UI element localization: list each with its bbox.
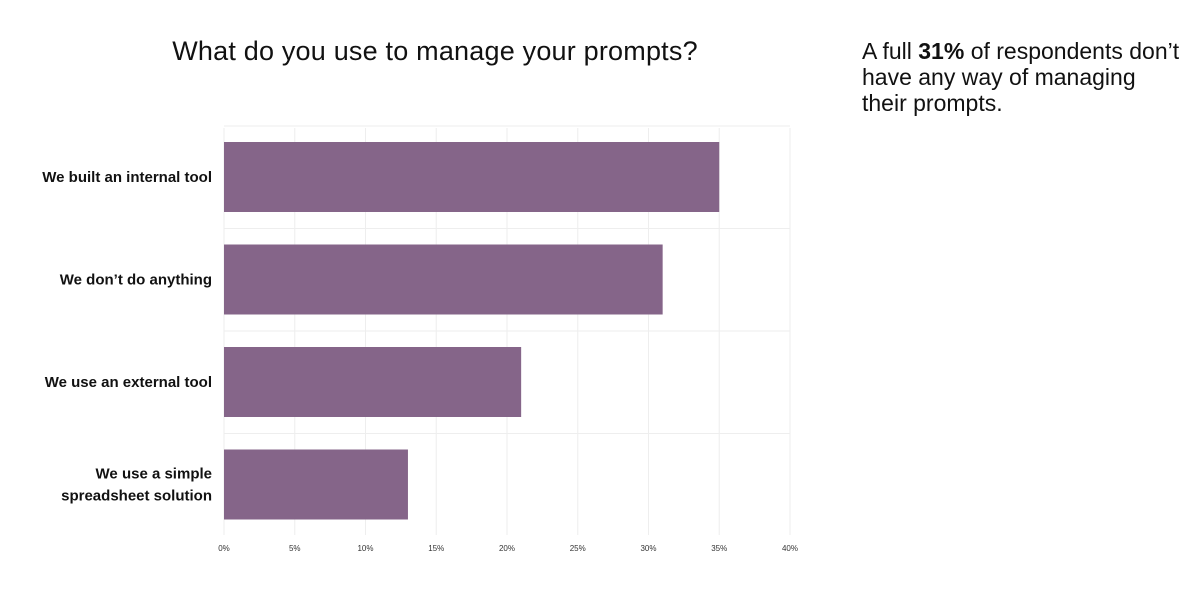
callout-highlight: 31% bbox=[918, 38, 965, 64]
x-tick-label: 35% bbox=[711, 544, 727, 553]
chart-title: What do you use to manage your prompts? bbox=[172, 36, 698, 66]
category-label: We use a simple bbox=[96, 466, 212, 483]
bars bbox=[224, 142, 720, 520]
callout-suffix: of respondents don’t have any way of man… bbox=[862, 38, 1180, 116]
x-tick-label: 0% bbox=[218, 544, 230, 553]
x-tick-label: 5% bbox=[289, 544, 301, 553]
category-label: We built an internal tool bbox=[42, 169, 212, 186]
callout-text: A full 31% of respondents don’t have any… bbox=[862, 38, 1182, 116]
x-tick-label: 25% bbox=[570, 544, 586, 553]
x-tick-label: 20% bbox=[499, 544, 515, 553]
bar bbox=[224, 347, 522, 417]
category-labels: We built an internal tool We don’t do any… bbox=[42, 169, 212, 505]
callout-prefix: A full bbox=[862, 38, 919, 64]
category-label: spreadsheet solution bbox=[61, 488, 212, 505]
bar bbox=[224, 142, 720, 212]
category-label: We don’t do anything bbox=[60, 272, 212, 289]
x-tick-label: 15% bbox=[428, 544, 444, 553]
category-label: We use an external tool bbox=[45, 374, 212, 391]
bar bbox=[224, 449, 408, 520]
x-tick-label: 40% bbox=[782, 544, 798, 553]
x-tick-label: 30% bbox=[640, 544, 656, 553]
bar bbox=[224, 244, 663, 315]
x-tick-labels: 0% 5% 10% 15% 20% 25% 30% 35% 40% bbox=[218, 544, 798, 553]
x-tick-label: 10% bbox=[357, 544, 373, 553]
